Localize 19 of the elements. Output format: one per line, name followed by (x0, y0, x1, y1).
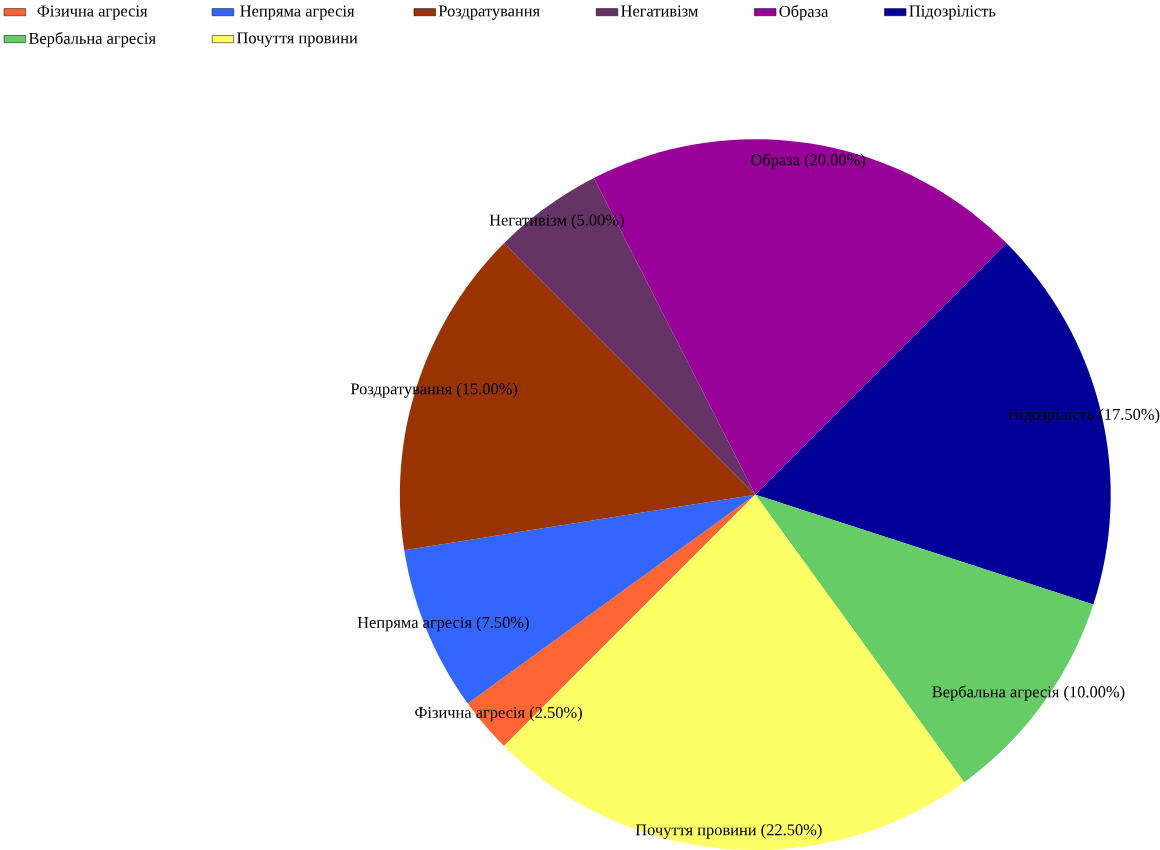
slice-label: Непряма агресія (357, 616, 472, 632)
legend-label: Вербальна агресія (28, 31, 156, 48)
legend-label: Негативізм (621, 5, 698, 17)
legend-label: Образа (779, 5, 829, 21)
slice-label: Почуття провини (635, 824, 757, 839)
slice-label: Підозрілість (1007, 408, 1094, 424)
data-label: (5.00%) (571, 213, 624, 229)
legend-label: Роздратування (438, 5, 540, 20)
data-label: (7.50%) (476, 616, 529, 632)
data-label: (10.00%) (1064, 685, 1125, 701)
legend-label: Непряма агресія (240, 5, 355, 20)
legend-label: Фізична агресія (37, 5, 148, 20)
data-label: (20.00%) (804, 153, 866, 169)
slice-label: Фізична агресія (415, 706, 525, 722)
data-label: (15.00%) (457, 382, 518, 398)
legend-label: Підозрілість (909, 5, 996, 20)
data-label: (22.50%) (761, 823, 822, 839)
legend-label: Почуття провини (236, 32, 358, 47)
slice-label: Образа (751, 153, 800, 169)
